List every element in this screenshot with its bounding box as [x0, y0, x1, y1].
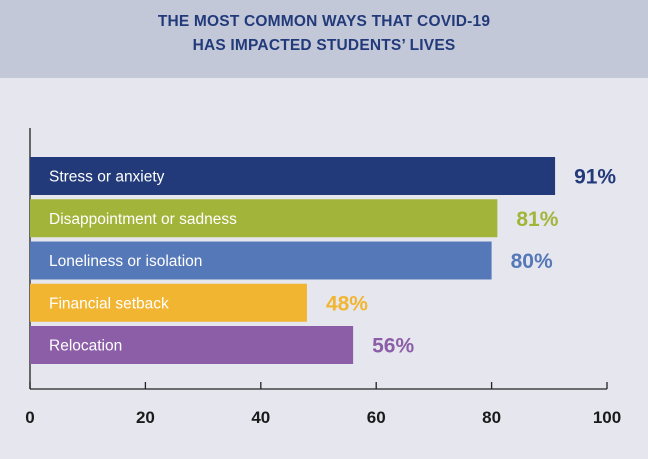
- bar-value-label-4: 48%: [326, 292, 368, 315]
- bar-2: [30, 199, 498, 238]
- bar-value-label-1: 91%: [574, 166, 616, 189]
- bar-category-label-1: Stress or anxiety: [49, 169, 165, 186]
- x-tick-label-0: 0: [25, 408, 34, 427]
- bar-3: [30, 241, 492, 280]
- x-tick-label-80: 80: [482, 408, 501, 427]
- bar-1: [30, 157, 556, 195]
- bar-5: [30, 326, 354, 364]
- x-tick-label-20: 20: [136, 408, 155, 427]
- title-banner: THE MOST COMMON WAYS THAT COVID-19 HAS I…: [0, 0, 648, 78]
- bar-chart: 0 20 40 60 80 100 Stress or anxiety 91% Disappoi…: [25, 128, 621, 427]
- bar-value-label-5: 56%: [372, 335, 414, 358]
- bar-category-label-3: Loneliness or isolation: [49, 253, 202, 270]
- chart-title-line-1: THE MOST COMMON WAYS THAT COVID-19: [157, 13, 491, 30]
- bar-4: [30, 283, 307, 322]
- bar-category-label-4: Financial setback: [49, 295, 169, 312]
- x-tick-label-60: 60: [367, 408, 386, 427]
- bar-category-label-5: Relocation: [49, 338, 122, 355]
- bar-value-label-3: 80%: [511, 250, 553, 273]
- chart-title-line-2: HAS IMPACTED STUDENTS’ LIVES: [192, 37, 456, 54]
- bar-value-label-2: 81%: [516, 208, 558, 231]
- bar-category-label-2: Disappointment or sadness: [49, 211, 237, 228]
- x-tick-label-100: 100: [593, 408, 621, 427]
- x-tick-label-40: 40: [251, 408, 270, 427]
